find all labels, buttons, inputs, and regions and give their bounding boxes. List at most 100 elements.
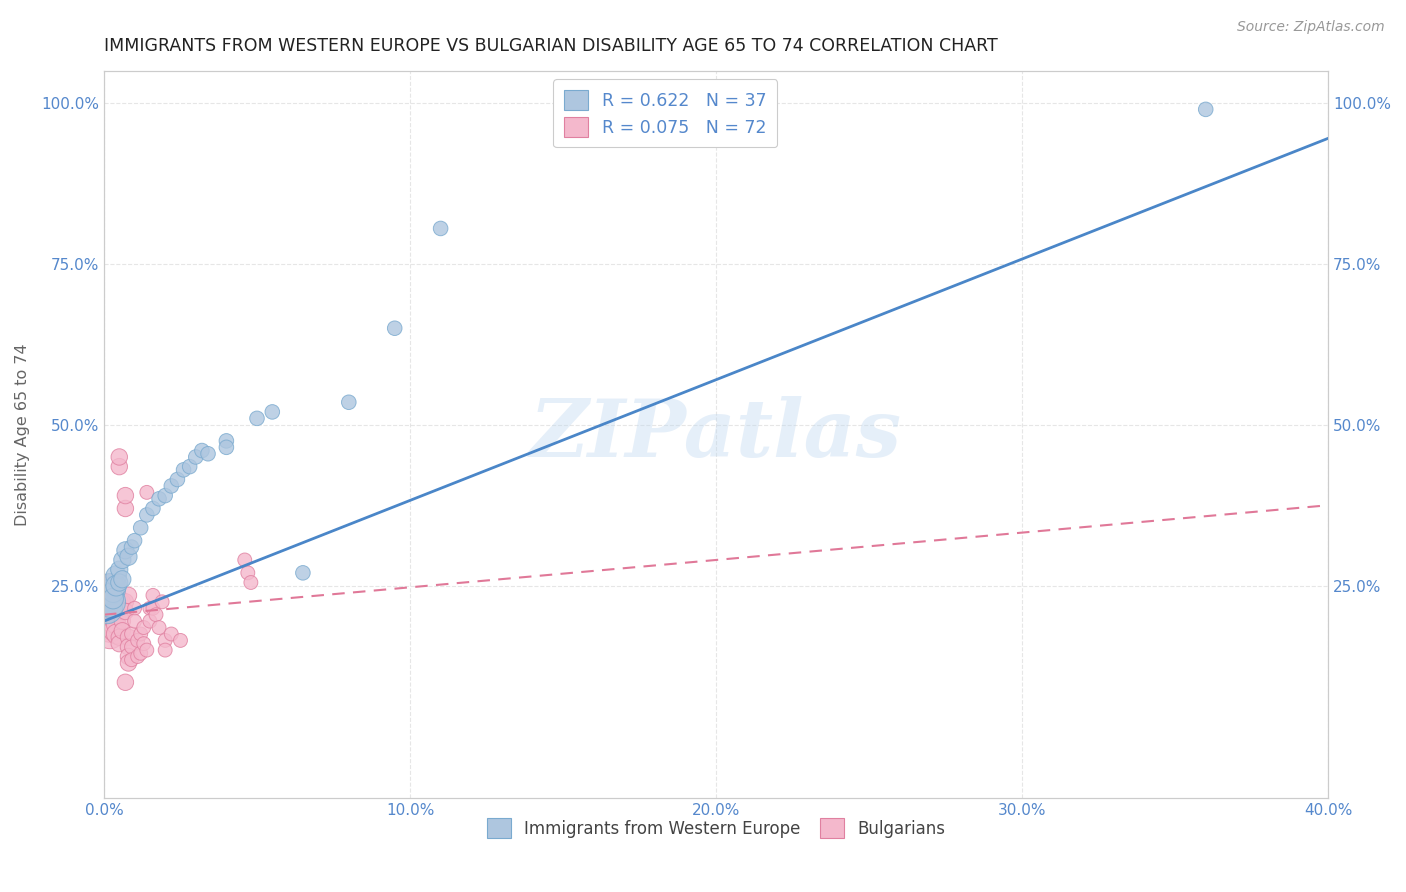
Point <box>142 588 165 602</box>
Point <box>124 614 146 628</box>
Point <box>101 591 124 606</box>
Point <box>160 479 183 493</box>
Point <box>124 533 146 548</box>
Point <box>1195 103 1218 117</box>
Point <box>239 575 262 590</box>
Point <box>215 440 238 454</box>
Point <box>111 614 134 628</box>
Point <box>148 621 170 635</box>
Point <box>105 607 128 622</box>
Point <box>111 604 134 618</box>
Point <box>215 434 238 448</box>
Point <box>93 601 115 615</box>
Point <box>132 621 155 635</box>
Point <box>108 450 131 464</box>
Point <box>101 624 124 638</box>
Point <box>117 588 139 602</box>
Point <box>160 627 183 641</box>
Point <box>114 604 136 618</box>
Point <box>291 566 314 580</box>
Point <box>191 443 214 458</box>
Point <box>96 595 118 609</box>
Point <box>101 585 124 599</box>
Point <box>108 630 131 644</box>
Point <box>114 675 136 690</box>
Point <box>166 473 188 487</box>
Text: Source: ZipAtlas.com: Source: ZipAtlas.com <box>1237 20 1385 34</box>
Point <box>117 549 139 564</box>
Point <box>337 395 360 409</box>
Text: ZIPatlas: ZIPatlas <box>530 396 903 473</box>
Point <box>111 624 134 638</box>
Point <box>108 563 131 577</box>
Point <box>121 640 143 654</box>
Point <box>169 633 191 648</box>
Point <box>145 607 167 622</box>
Point <box>384 321 406 335</box>
Point <box>108 459 131 474</box>
Point <box>98 595 121 609</box>
Point <box>105 569 128 583</box>
Point <box>101 601 124 615</box>
Point <box>121 653 143 667</box>
Point <box>129 521 152 535</box>
Point <box>108 575 131 590</box>
Point <box>98 591 121 606</box>
Point <box>153 643 176 657</box>
Text: IMMIGRANTS FROM WESTERN EUROPE VS BULGARIAN DISABILITY AGE 65 TO 74 CORRELATION : IMMIGRANTS FROM WESTERN EUROPE VS BULGAR… <box>104 37 998 55</box>
Point <box>429 221 451 235</box>
Point <box>111 595 134 609</box>
Point <box>127 633 149 648</box>
Point <box>101 611 124 625</box>
Point <box>108 591 131 606</box>
Point <box>114 595 136 609</box>
Point <box>233 553 256 567</box>
Point <box>129 646 152 660</box>
Point <box>105 617 128 632</box>
Point <box>127 649 149 664</box>
Point <box>108 601 131 615</box>
Point <box>96 588 118 602</box>
Point <box>153 633 176 648</box>
Point <box>135 643 157 657</box>
Point <box>114 489 136 503</box>
Point <box>142 601 165 615</box>
Point <box>96 601 118 615</box>
Point <box>262 405 284 419</box>
Point <box>101 595 124 609</box>
Point <box>105 579 128 593</box>
Point <box>96 585 118 599</box>
Point <box>117 630 139 644</box>
Point <box>132 637 155 651</box>
Point <box>96 604 118 618</box>
Point <box>105 588 128 602</box>
Point <box>197 447 219 461</box>
Point <box>98 621 121 635</box>
Point <box>246 411 269 425</box>
Point <box>96 617 118 632</box>
Point <box>98 598 121 612</box>
Point <box>117 640 139 654</box>
Point <box>179 459 201 474</box>
Point <box>148 491 170 506</box>
Point <box>153 489 176 503</box>
Point <box>117 656 139 670</box>
Point <box>139 601 162 615</box>
Point <box>98 604 121 618</box>
Point <box>129 627 152 641</box>
Point <box>117 649 139 664</box>
Point <box>236 566 259 580</box>
Point <box>121 540 143 554</box>
Point <box>184 450 207 464</box>
Point <box>105 627 128 641</box>
Point <box>114 543 136 558</box>
Point <box>173 463 195 477</box>
Point <box>150 595 173 609</box>
Point <box>101 585 124 599</box>
Point <box>98 582 121 596</box>
Point <box>135 485 157 500</box>
Point <box>98 582 121 596</box>
Y-axis label: Disability Age 65 to 74: Disability Age 65 to 74 <box>15 343 30 525</box>
Point <box>135 508 157 522</box>
Point <box>98 627 121 641</box>
